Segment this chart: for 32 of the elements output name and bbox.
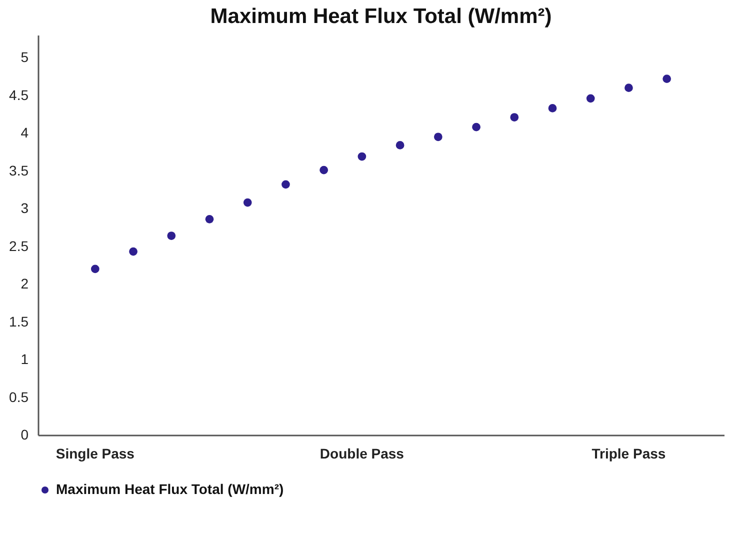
y-tick-label: 5 — [20, 49, 29, 66]
point — [167, 232, 176, 240]
point — [510, 113, 519, 122]
x-tick-label: Double Pass — [320, 446, 404, 462]
point — [358, 152, 366, 161]
point — [586, 94, 595, 103]
x-tick-label: Single Pass — [56, 446, 135, 462]
y-tick-label: 4 — [20, 124, 29, 141]
y-tick-label: 4.5 — [9, 86, 29, 103]
point — [624, 84, 633, 92]
y-tick-label: 3 — [20, 200, 29, 216]
point — [662, 74, 672, 83]
point — [434, 132, 442, 142]
y-tick-label: 0 — [20, 426, 29, 442]
x-tick-label: Triple Pass — [592, 446, 666, 462]
point — [472, 122, 480, 132]
y-tick-label: 1 — [20, 351, 29, 368]
point — [282, 180, 290, 189]
y-tick-label: 1.5 — [9, 313, 29, 330]
y-tick-label: 2.5 — [9, 238, 29, 254]
chart-title: Maximum Heat Flux Total (W/mm²) — [210, 5, 552, 28]
legend-label: Maximum Heat Flux Total (W/mm²) — [56, 481, 284, 497]
point — [243, 198, 252, 207]
y-tick-label: 0.5 — [9, 388, 29, 405]
point — [396, 141, 404, 150]
point — [90, 264, 100, 274]
y-tick-label: 3.5 — [9, 162, 29, 178]
point — [548, 104, 557, 112]
point — [205, 214, 214, 224]
point — [129, 247, 138, 256]
y-tick-label: 2 — [20, 276, 29, 292]
point — [320, 166, 328, 174]
